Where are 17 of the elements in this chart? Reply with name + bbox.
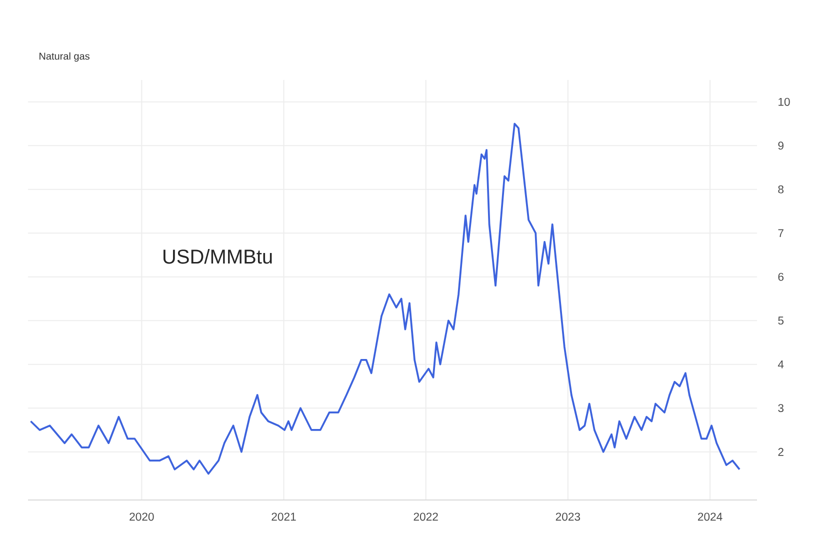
x-tick-label: 2022 xyxy=(414,512,438,521)
y-tick-label: 5 xyxy=(778,316,784,325)
y-tick-label: 10 xyxy=(778,98,790,106)
y-tick-label: 2 xyxy=(778,448,784,456)
x-tick-label: 2020 xyxy=(130,512,154,521)
y-tick-label: 6 xyxy=(778,272,784,281)
y-tick-label: 7 xyxy=(778,229,784,238)
annotation: USD/MMBtu xyxy=(164,249,272,264)
y-tick-label: 3 xyxy=(778,404,784,412)
y-tick-label: 9 xyxy=(778,142,784,150)
x-tick-label: 2023 xyxy=(556,512,580,521)
y-tick-label: 4 xyxy=(778,360,784,368)
x-tick-label: 2021 xyxy=(272,512,296,521)
chart-title: Natural gas xyxy=(40,52,90,62)
line-series xyxy=(30,122,740,475)
y-tick-label: 8 xyxy=(778,185,784,194)
x-tick-label: 2024 xyxy=(698,512,722,521)
